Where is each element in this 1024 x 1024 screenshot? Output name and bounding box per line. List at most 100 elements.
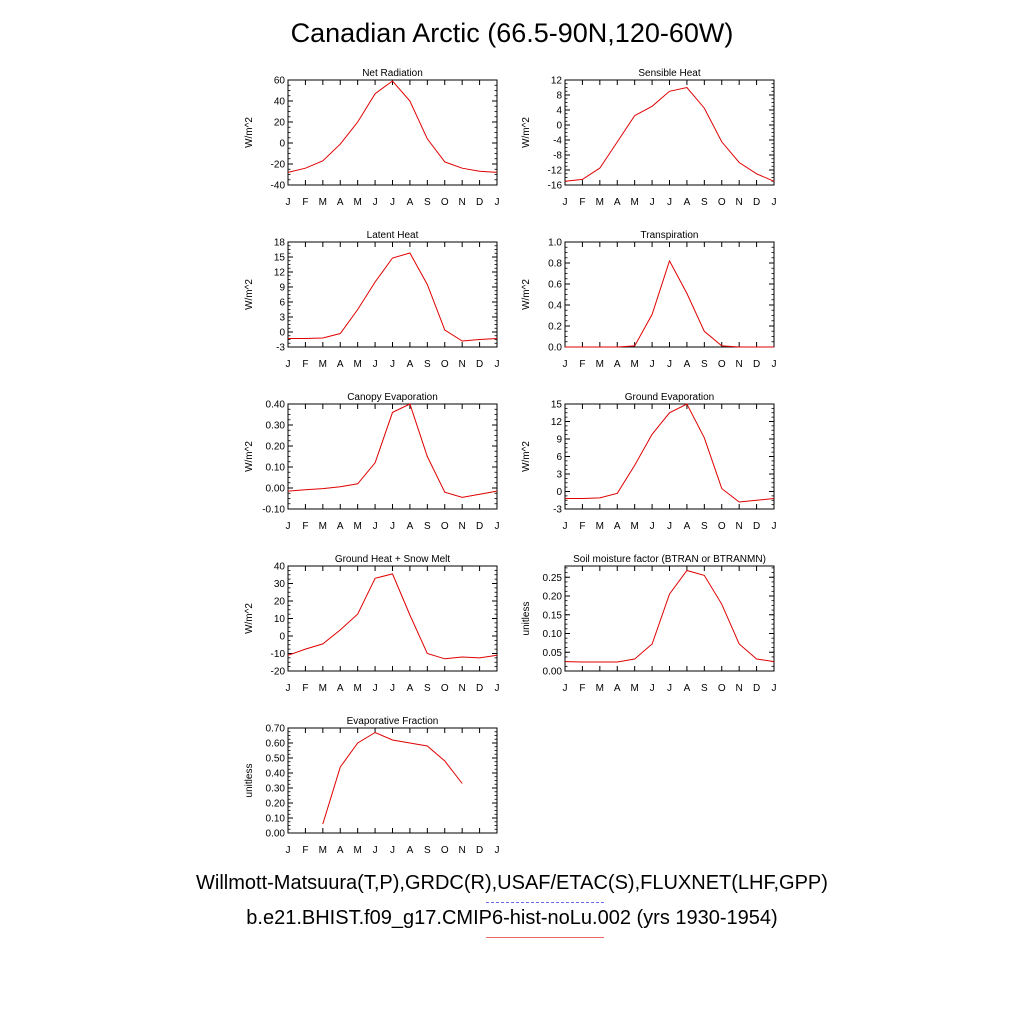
y-axis-label: W/m^2: [521, 441, 532, 472]
y-tick-label: 6: [556, 452, 562, 463]
x-tick-label: N: [736, 683, 743, 694]
x-tick-label: S: [424, 521, 431, 532]
y-tick-label: 18: [274, 238, 286, 249]
y-axis-label: unitless: [244, 764, 255, 798]
y-tick-label: 0.40: [266, 400, 286, 411]
x-tick-label: S: [424, 845, 431, 856]
x-tick-label: F: [579, 521, 585, 532]
plot-frame: [564, 403, 775, 510]
x-tick-label: M: [353, 845, 361, 856]
x-tick-label: N: [459, 197, 466, 208]
x-tick-label: J: [373, 359, 378, 370]
x-tick-label: M: [630, 683, 638, 694]
x-tick-label: M: [319, 683, 327, 694]
y-tick-label: 40: [274, 97, 286, 108]
x-tick-label: M: [319, 845, 327, 856]
x-tick-label: J: [650, 197, 655, 208]
x-tick-label: J: [373, 845, 378, 856]
y-tick-label: 12: [274, 268, 286, 279]
y-tick-label: 4: [556, 106, 562, 117]
y-tick-label: -3: [553, 505, 562, 516]
y-tick-label: 0.00: [543, 667, 563, 678]
y-tick-label: 0.10: [266, 463, 286, 474]
plot-frame: [287, 727, 498, 834]
x-tick-label: J: [495, 521, 500, 532]
y-axis-label: unitless: [521, 602, 532, 636]
x-tick-label: O: [718, 683, 726, 694]
x-tick-label: F: [302, 359, 308, 370]
y-tick-label: 0.60: [266, 739, 286, 750]
y-axis-label: W/m^2: [244, 279, 255, 310]
x-tick-label: J: [667, 683, 672, 694]
series-line: [322, 731, 463, 825]
x-tick-label: F: [579, 359, 585, 370]
x-tick-label: D: [476, 359, 483, 370]
chart-title: Soil moisture factor (BTRAN or BTRANMN): [573, 554, 766, 565]
chart-panel: Ground Heat + Snow Melt W/m^2 -20 -10 0 10 20 3…: [244, 554, 500, 694]
x-tick-label: J: [772, 197, 777, 208]
x-tick-label: J: [772, 359, 777, 370]
x-tick-label: M: [319, 197, 327, 208]
x-tick-label: J: [286, 845, 291, 856]
x-tick-label: A: [407, 845, 414, 856]
x-tick-label: M: [353, 683, 361, 694]
y-tick-label: 3: [279, 313, 285, 324]
y-tick-label: 0.8: [548, 259, 562, 270]
chart-panel: Soil moisture factor (BTRAN or BTRANMN) u…: [521, 554, 777, 694]
x-tick-label: J: [667, 521, 672, 532]
plot-frame: [287, 565, 498, 672]
x-tick-label: J: [390, 845, 395, 856]
x-tick-label: N: [459, 683, 466, 694]
x-tick-label: J: [286, 197, 291, 208]
x-tick-label: M: [630, 521, 638, 532]
y-tick-label: -12: [548, 166, 563, 177]
y-tick-label: 0: [279, 328, 285, 339]
x-tick-label: S: [424, 683, 431, 694]
x-tick-label: J: [390, 683, 395, 694]
y-tick-label: 0.50: [266, 754, 286, 765]
x-tick-label: M: [596, 197, 604, 208]
chart-title: Evaporative Fraction: [347, 716, 439, 727]
x-tick-label: D: [753, 521, 760, 532]
x-tick-label: J: [563, 359, 568, 370]
y-tick-label: -8: [553, 151, 562, 162]
x-tick-label: A: [684, 683, 691, 694]
y-tick-label: 30: [274, 579, 286, 590]
x-tick-label: S: [424, 197, 431, 208]
x-tick-label: D: [476, 521, 483, 532]
x-tick-label: O: [441, 197, 449, 208]
chart-title: Canopy Evaporation: [347, 392, 438, 403]
y-tick-label: 6: [279, 298, 285, 309]
plot-frame: [287, 403, 498, 510]
x-tick-label: J: [390, 197, 395, 208]
x-tick-label: A: [407, 359, 414, 370]
y-tick-label: 15: [274, 253, 286, 264]
chart-title: Ground Evaporation: [625, 392, 715, 403]
y-tick-label: 60: [274, 76, 286, 87]
legend-model-swatch: [486, 937, 604, 938]
x-tick-label: J: [667, 197, 672, 208]
x-tick-label: S: [701, 683, 708, 694]
chart-panel: Canopy Evaporation W/m^2 -0.10 0.00 0.10 0.20…: [244, 392, 500, 532]
x-tick-label: A: [407, 521, 414, 532]
x-tick-label: M: [630, 197, 638, 208]
x-tick-label: A: [614, 197, 621, 208]
x-tick-label: D: [476, 845, 483, 856]
x-tick-label: A: [337, 521, 344, 532]
x-tick-label: A: [337, 845, 344, 856]
y-tick-label: 0.0: [548, 343, 562, 354]
x-tick-label: J: [495, 845, 500, 856]
y-axis-label: W/m^2: [244, 441, 255, 472]
x-tick-label: A: [337, 197, 344, 208]
x-tick-label: J: [772, 683, 777, 694]
series-line: [564, 569, 775, 663]
x-tick-label: J: [373, 521, 378, 532]
x-tick-label: J: [286, 521, 291, 532]
x-tick-label: J: [650, 359, 655, 370]
x-tick-label: F: [579, 683, 585, 694]
y-tick-label: 20: [274, 118, 286, 129]
chart-title: Net Radiation: [362, 68, 423, 79]
